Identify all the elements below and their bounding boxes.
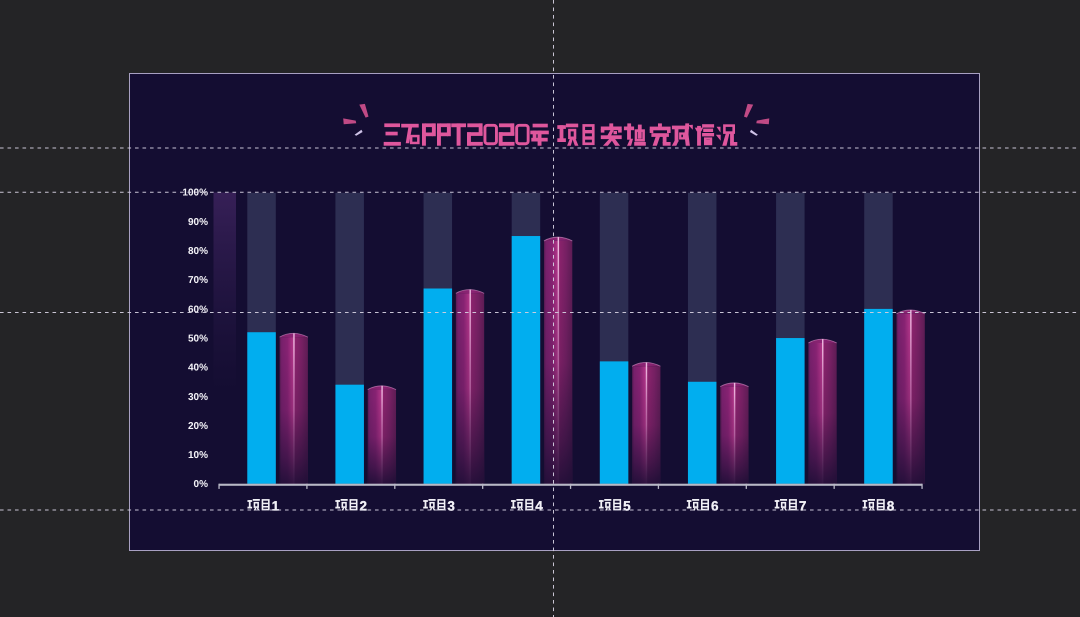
svg-text:6: 6 (711, 499, 719, 514)
svg-text:3: 3 (447, 499, 455, 514)
svg-text:1: 1 (272, 499, 280, 514)
svg-text:100%: 100% (182, 188, 208, 199)
svg-text:4: 4 (535, 499, 543, 514)
svg-text:70%: 70% (188, 275, 208, 286)
svg-text:20%: 20% (188, 421, 208, 432)
svg-text:0%: 0% (194, 479, 209, 490)
svg-text:5: 5 (623, 499, 631, 514)
svg-text:30%: 30% (188, 392, 208, 403)
svg-text:7: 7 (799, 499, 807, 514)
svg-text:60%: 60% (188, 304, 208, 315)
svg-text:8: 8 (887, 499, 895, 514)
svg-text:10%: 10% (188, 450, 208, 461)
svg-text:80%: 80% (188, 246, 208, 257)
svg-text:50%: 50% (188, 333, 208, 344)
svg-text:2: 2 (360, 499, 368, 514)
svg-text:90%: 90% (188, 217, 208, 228)
svg-text:40%: 40% (188, 363, 208, 374)
